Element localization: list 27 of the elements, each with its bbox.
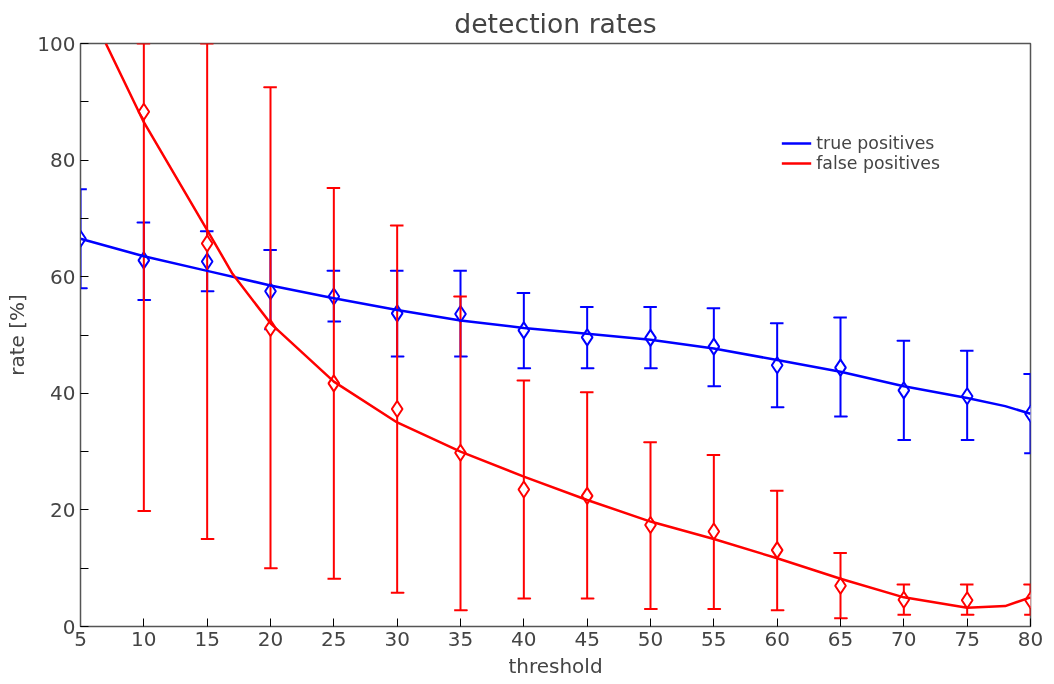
x-tick-label: 25 xyxy=(321,626,347,651)
x-tick-label: 20 xyxy=(257,626,284,651)
x-tick-label: 35 xyxy=(447,626,474,651)
y-tick-label: 100 xyxy=(37,31,76,56)
x-tick-label: 55 xyxy=(701,626,727,651)
x-tick-label: 15 xyxy=(194,626,220,651)
y-axis-title: rate [%] xyxy=(5,294,30,376)
x-tick-label: 70 xyxy=(891,626,917,651)
x-tick-label: 5 xyxy=(74,626,87,651)
legend-label: true positives xyxy=(816,133,935,153)
y-tick-label: 0 xyxy=(62,614,76,639)
x-tick-label: 40 xyxy=(511,626,537,651)
x-tick-label: 60 xyxy=(764,626,790,651)
y-tick-label: 20 xyxy=(50,497,76,522)
y-tick-label: 40 xyxy=(50,381,76,406)
x-tick-label: 30 xyxy=(384,626,410,651)
x-tick-label: 10 xyxy=(131,626,157,651)
legend-label: false positives xyxy=(816,153,940,173)
chart-title: detection rates xyxy=(454,7,657,39)
x-tick-label: 75 xyxy=(954,626,980,651)
x-tick-label: 65 xyxy=(827,626,854,651)
x-tick-label: 45 xyxy=(574,626,600,651)
x-axis-title: threshold xyxy=(508,653,603,678)
x-tick-label: 50 xyxy=(637,626,664,651)
y-tick-label: 80 xyxy=(50,148,76,173)
x-tick-label: 80 xyxy=(1017,626,1044,651)
y-tick-label: 60 xyxy=(50,264,76,289)
